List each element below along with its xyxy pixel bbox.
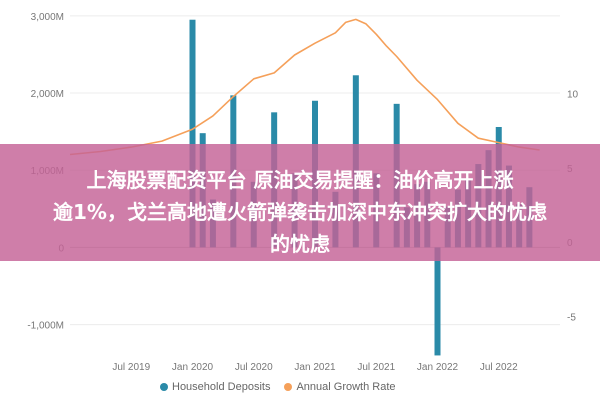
x-tick-label: Jan 2022	[417, 362, 459, 373]
x-axis: Jul 2019 Jan 2020 Jul 2020 Jan 2021 Jul 2021…	[112, 362, 518, 373]
x-tick-label: Jul 2022	[480, 362, 518, 373]
annual-growth-line	[69, 18, 540, 156]
y-right-tick-label: 10	[567, 90, 579, 101]
x-tick-label: Jul 2021	[357, 362, 395, 373]
legend-label-annual-growth-rate: Annual Growth Rate	[296, 381, 396, 393]
chart-legend: Household Deposits Annual Growth Rate	[160, 381, 396, 393]
legend-label-household-deposits: Household Deposits	[172, 381, 271, 393]
y-right-tick-label: -5	[567, 312, 576, 323]
legend-swatch-household-deposits	[160, 383, 168, 391]
y-left-tick-label: 2,000M	[31, 89, 64, 100]
bar-household-deposits	[434, 247, 441, 356]
headline-line-3: 的忧虑	[270, 232, 330, 256]
headline-line-1: 上海股票配资平台 原油交易提醒：油价高开上涨	[86, 168, 514, 192]
y-left-tick-label: 3,000M	[31, 12, 64, 23]
headline-line-2: 逾1%，戈兰高地遭火箭弹袭击加深中东冲突扩大的忧虑	[53, 200, 547, 224]
x-tick-label: Jan 2020	[172, 362, 214, 373]
headline-overlay: 上海股票配资平台 原油交易提醒：油价高开上涨 逾1%，戈兰高地遭火箭弹袭击加深中…	[0, 144, 600, 261]
x-tick-label: Jul 2019	[112, 362, 150, 373]
x-tick-label: Jan 2021	[294, 362, 336, 373]
y-left-tick-label: -1,000M	[27, 321, 64, 332]
legend-item-annual-growth-rate: Annual Growth Rate	[284, 381, 396, 393]
x-tick-label: Jul 2020	[235, 362, 273, 373]
legend-swatch-annual-growth-rate	[284, 383, 293, 391]
legend-item-household-deposits: Household Deposits	[160, 381, 270, 393]
bar-household-deposits	[189, 19, 196, 248]
line-annual-growth-rate	[69, 18, 540, 156]
